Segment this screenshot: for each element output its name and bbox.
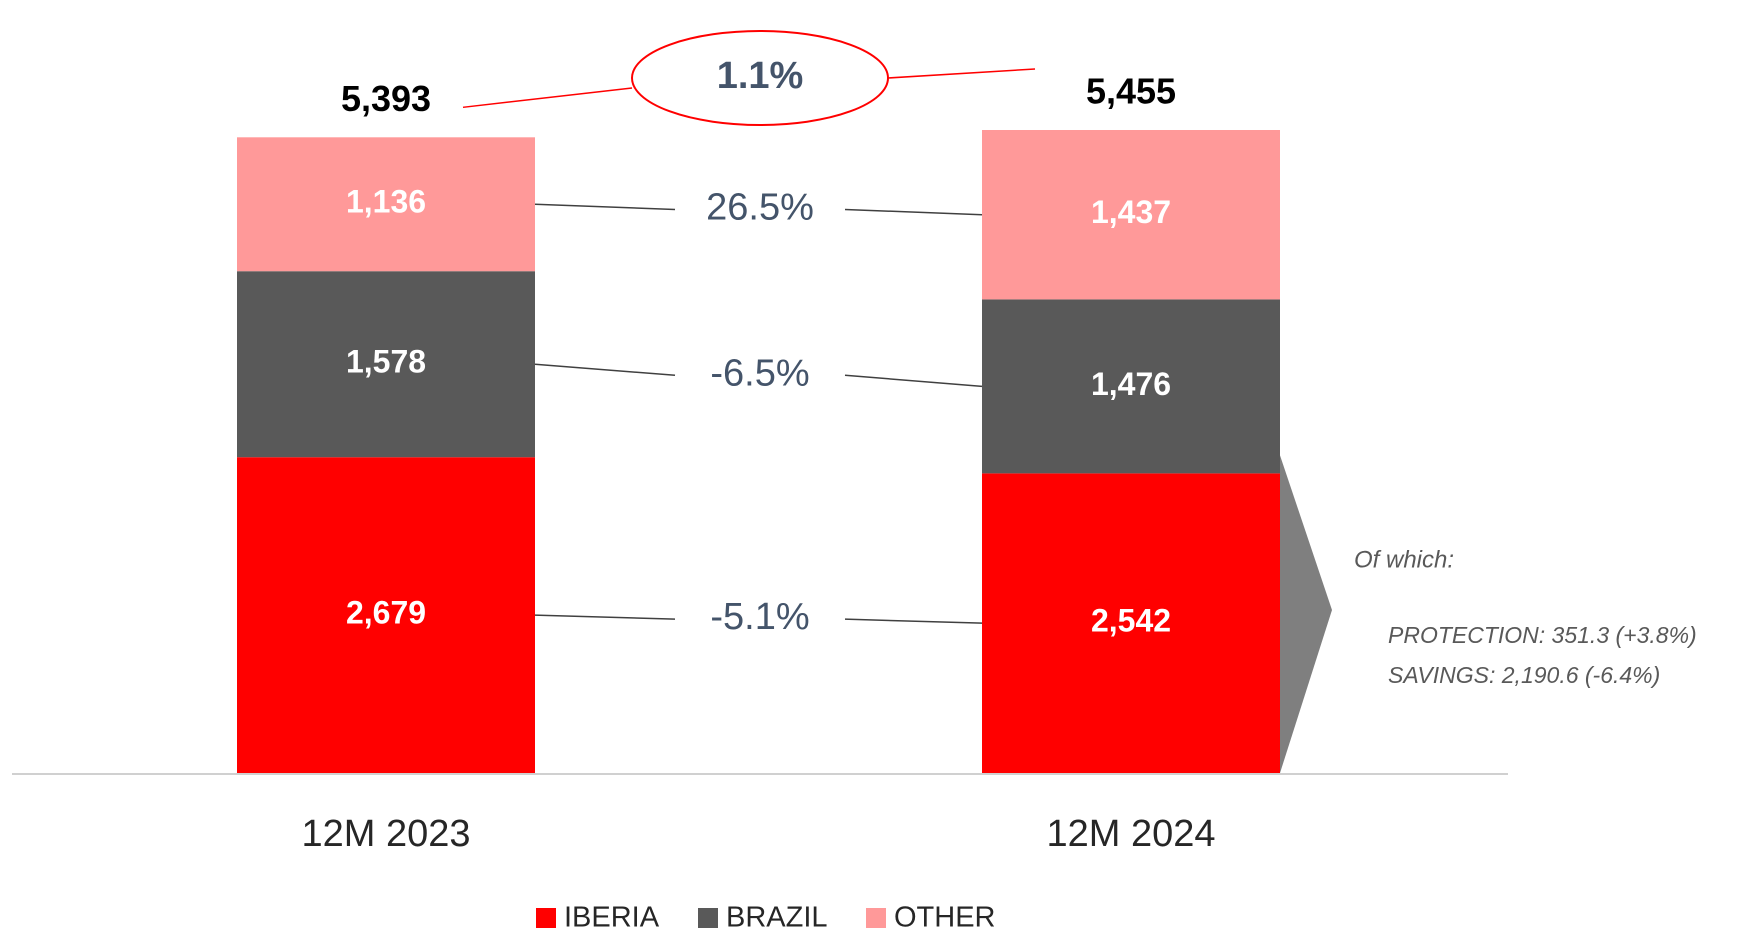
change-line [887, 68, 1036, 79]
data-label: 2,542 [1091, 603, 1171, 639]
legend-label: IBERIA [564, 902, 660, 933]
bar-segment [237, 271, 535, 458]
data-label: 1,437 [1091, 194, 1171, 230]
connector [534, 203, 676, 211]
bar-segment [982, 130, 1280, 300]
note-line: PROTECTION: 351.3 (+3.8%) [1388, 622, 1697, 648]
connector [534, 363, 676, 377]
total-label: 5,393 [341, 78, 431, 119]
data-label: 1,476 [1091, 366, 1171, 402]
total-label: 5,455 [1086, 71, 1176, 112]
data-label: 2,679 [346, 595, 426, 631]
legend-label: BRAZIL [726, 902, 828, 933]
connector [844, 618, 983, 624]
bar-segment [237, 457, 535, 773]
note-title: Of which: [1354, 546, 1454, 573]
data-label: 1,578 [346, 344, 426, 380]
bar-segment [982, 473, 1280, 773]
change-label: -6.5% [710, 352, 809, 394]
legend-swatch [536, 908, 556, 928]
legend-label: OTHER [894, 902, 996, 933]
change-label: 26.5% [706, 187, 814, 229]
bar-segment [982, 299, 1280, 474]
change-label: -5.1% [710, 596, 809, 638]
connector [844, 208, 983, 216]
note-line: SAVINGS: 2,190.6 (-6.4%) [1388, 662, 1660, 688]
bar-segment [237, 137, 535, 272]
total-change: 1.1% [717, 55, 804, 97]
category-label: 12M 2024 [1046, 813, 1215, 855]
category-label: 12M 2023 [301, 813, 470, 855]
connector [534, 614, 676, 620]
change-line [462, 87, 633, 109]
data-label: 1,136 [346, 184, 426, 220]
legend-swatch [698, 908, 718, 928]
breakdown-arrow [1280, 455, 1332, 773]
connector [844, 374, 983, 388]
legend-swatch [866, 908, 886, 928]
